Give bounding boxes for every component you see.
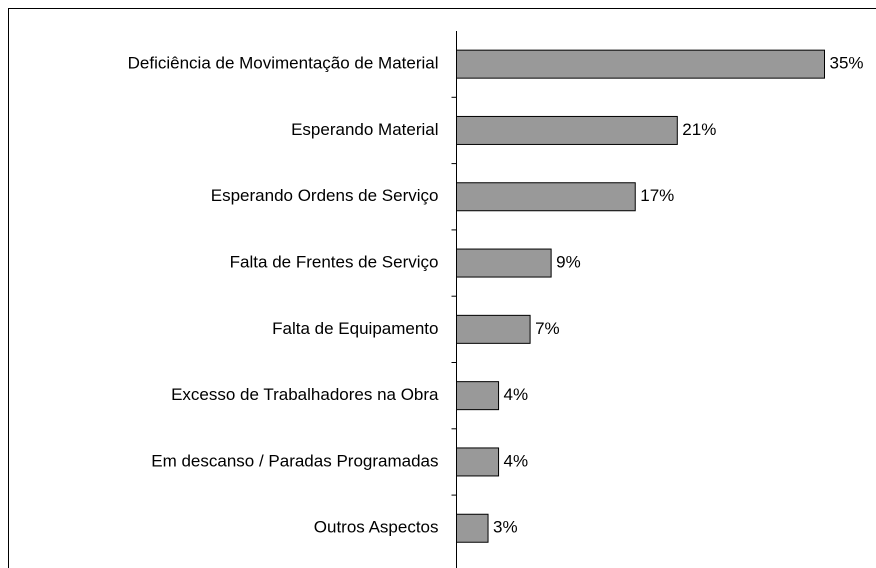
category-label: Falta de Frentes de Serviço	[230, 253, 439, 272]
category-label: Esperando Ordens de Serviço	[211, 186, 439, 205]
category-label: Excesso de Trabalhadores na Obra	[171, 385, 439, 404]
chart-frame	[8, 8, 876, 568]
bar	[456, 49, 825, 79]
bar	[456, 381, 500, 411]
bar	[456, 314, 531, 344]
value-label: 35%	[830, 54, 864, 73]
bar	[456, 115, 678, 145]
bar	[456, 447, 500, 477]
bar	[456, 513, 489, 543]
value-label: 4%	[504, 385, 529, 404]
value-label: 21%	[682, 120, 716, 139]
value-label: 17%	[640, 186, 674, 205]
category-label: Deficiência de Movimentação de Material	[128, 54, 439, 73]
value-label: 7%	[535, 319, 560, 338]
category-label: Falta de Equipamento	[272, 319, 438, 338]
bar	[456, 182, 636, 212]
value-label: 4%	[504, 451, 529, 470]
value-label: 9%	[556, 253, 581, 272]
category-label: Outros Aspectos	[314, 518, 439, 537]
category-label: Em descanso / Paradas Programadas	[151, 451, 438, 470]
category-label: Esperando Material	[291, 120, 438, 139]
value-label: 3%	[493, 518, 518, 537]
bar	[456, 248, 552, 278]
